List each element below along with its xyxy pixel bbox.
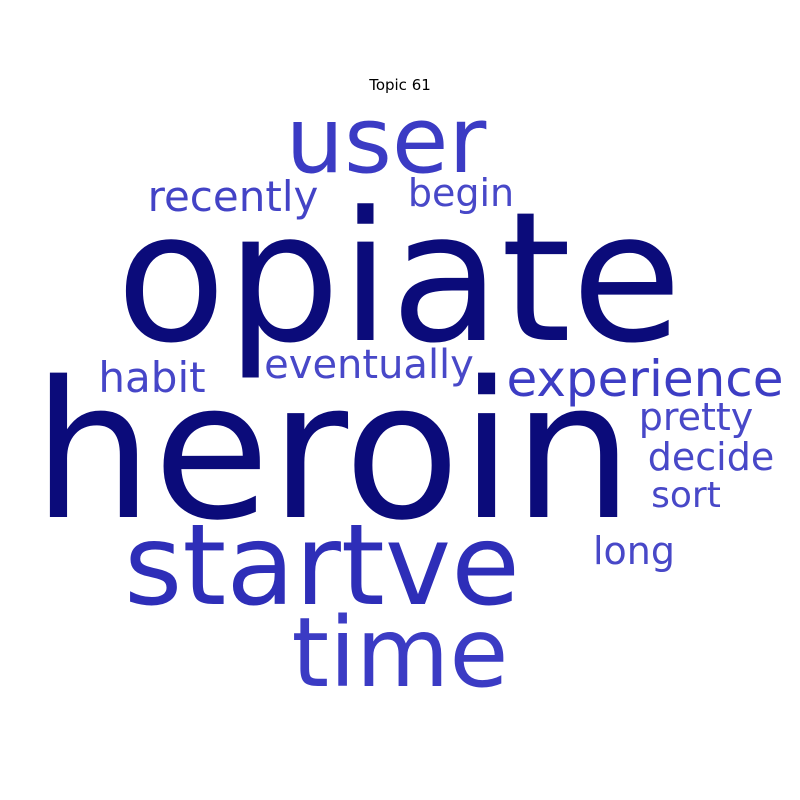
- word-decide: decide: [648, 435, 774, 479]
- word-eventually: eventually: [264, 342, 474, 388]
- word-recently: recently: [148, 172, 319, 221]
- word-begin: begin: [408, 171, 514, 215]
- word-pretty: pretty: [639, 395, 754, 439]
- word-long: long: [593, 529, 675, 573]
- word-time: time: [292, 597, 509, 709]
- word-user: user: [286, 87, 487, 194]
- word-habit: habit: [98, 353, 205, 402]
- word-heroin: heroin: [33, 341, 634, 562]
- word-startve: startve: [124, 501, 520, 631]
- word-opiate: opiate: [116, 174, 682, 383]
- word-sort: sort: [651, 475, 721, 516]
- chart-title: Topic 61: [369, 76, 431, 94]
- word-experience: experience: [506, 350, 783, 408]
